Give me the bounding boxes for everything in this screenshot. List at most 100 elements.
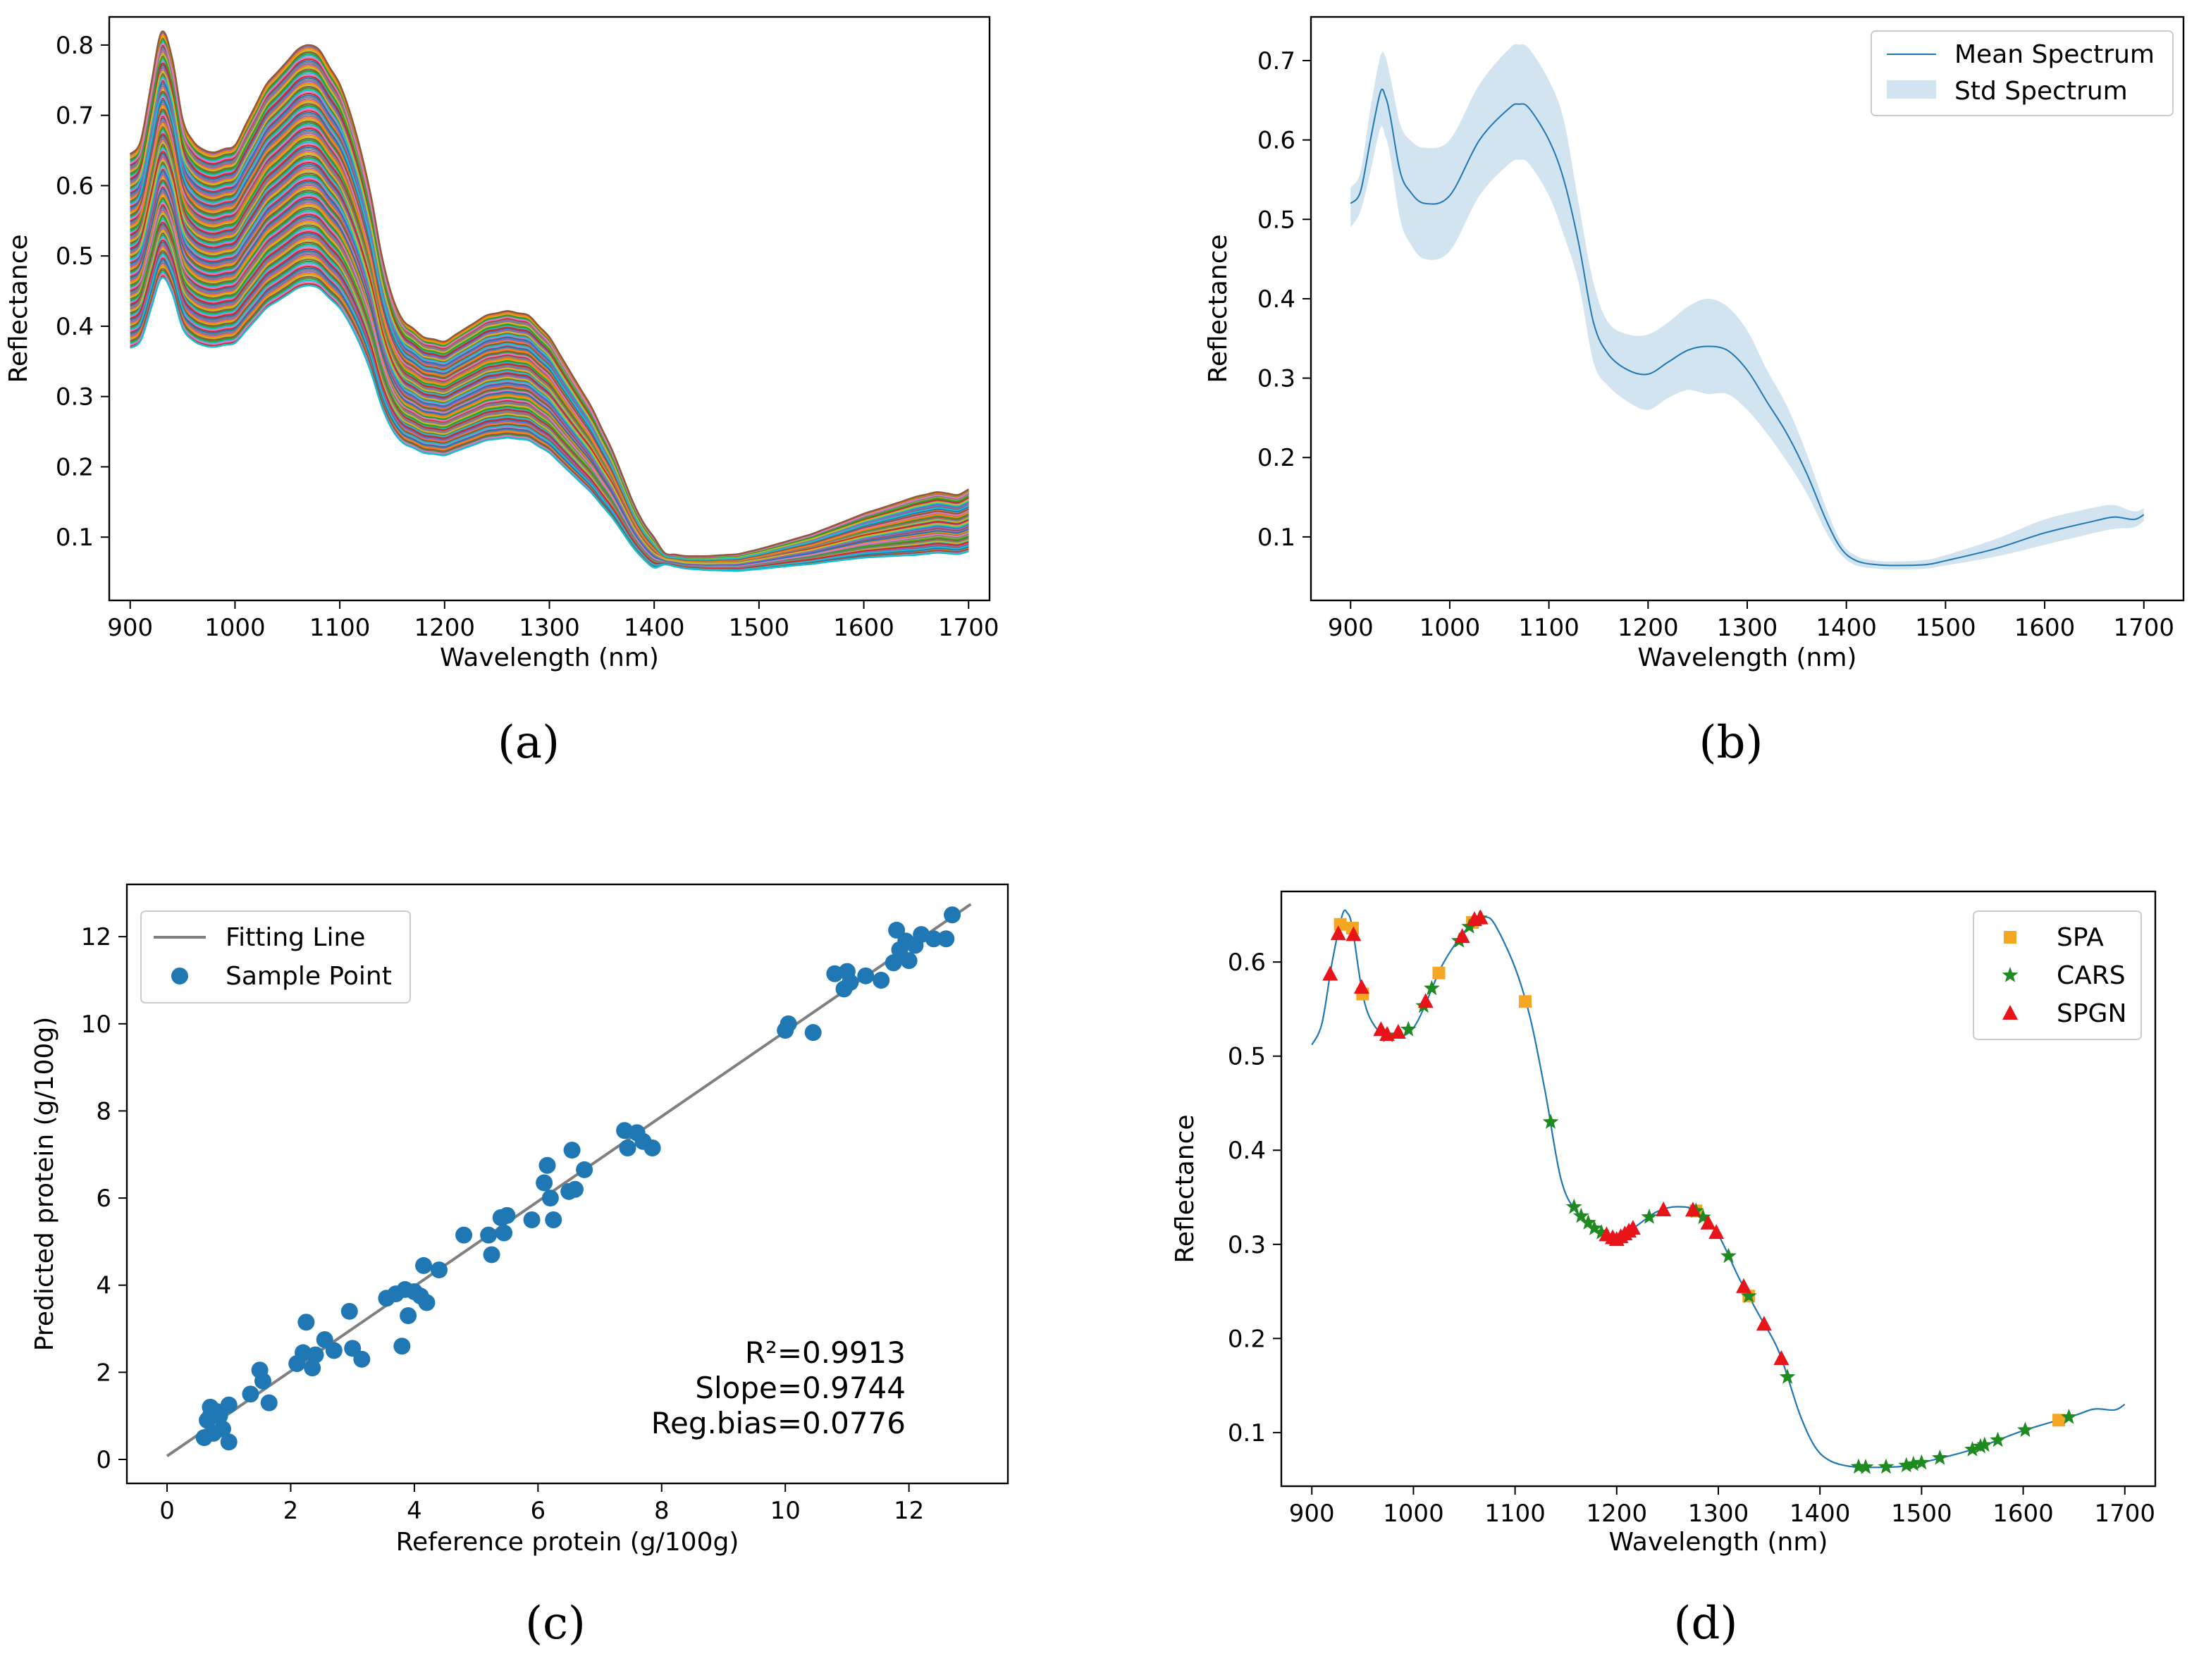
x-tick-label: 8 bbox=[654, 1497, 670, 1525]
y-tick-label: 0 bbox=[96, 1446, 111, 1474]
sample-point bbox=[937, 930, 955, 948]
sample-point bbox=[455, 1226, 473, 1244]
panel-label: (d) bbox=[1674, 1598, 1738, 1650]
legend-swatch bbox=[2004, 931, 2016, 944]
x-tick-label: 1300 bbox=[519, 614, 580, 642]
x-tick-label: 1200 bbox=[414, 614, 476, 642]
sample-point bbox=[220, 1433, 238, 1451]
cars-point bbox=[1914, 1454, 1930, 1470]
y-tick-label: 0.2 bbox=[1228, 1325, 1266, 1353]
sample-point bbox=[202, 1407, 219, 1425]
legend-label: Sample Point bbox=[226, 962, 392, 991]
metric-annotation: R²=0.9913 bbox=[745, 1335, 906, 1370]
sample-point bbox=[925, 930, 942, 948]
spa-point bbox=[1432, 966, 1446, 980]
x-axis-label: Wavelength (nm) bbox=[1609, 1528, 1828, 1557]
metric-annotation: Reg.bias=0.0776 bbox=[651, 1406, 906, 1440]
spgn-point bbox=[1390, 1024, 1406, 1039]
x-tick-label: 1700 bbox=[2113, 614, 2174, 642]
spgn-point bbox=[1684, 1202, 1701, 1217]
spectrum-line bbox=[129, 94, 969, 561]
x-tick-label: 1600 bbox=[833, 614, 894, 642]
sample-point bbox=[220, 1396, 238, 1414]
chart-a: 900 1000 1100 1200 1300 1400 1500 1600 1700 0.1 0.… bbox=[4, 16, 999, 769]
sample-point bbox=[495, 1224, 513, 1242]
legend-band-swatch bbox=[1887, 80, 1936, 99]
sample-point bbox=[400, 1307, 417, 1324]
cars-point bbox=[1857, 1459, 1874, 1474]
sample-point bbox=[566, 1180, 584, 1198]
y-tick-label: 0.5 bbox=[1228, 1043, 1266, 1071]
sample-point bbox=[353, 1350, 371, 1368]
legend-label: SPA bbox=[2057, 923, 2104, 952]
x-tick-label: 1600 bbox=[1992, 1500, 2054, 1528]
std-band bbox=[1350, 44, 2144, 570]
spectrum-line bbox=[129, 109, 969, 562]
spectrum-line bbox=[129, 202, 969, 567]
sample-point bbox=[297, 1314, 315, 1331]
x-tick-label: 900 bbox=[107, 614, 153, 642]
spgn-point bbox=[1756, 1316, 1772, 1331]
y-axis-label: Reflectance bbox=[4, 234, 33, 383]
y-tick-label: 0.2 bbox=[1257, 444, 1295, 472]
y-tick-label: 0.6 bbox=[1257, 127, 1295, 155]
sample-point bbox=[325, 1342, 343, 1359]
y-tick-label: 2 bbox=[96, 1359, 111, 1387]
x-tick-label: 1700 bbox=[2094, 1500, 2155, 1528]
sample-point bbox=[873, 972, 890, 989]
sample-point bbox=[576, 1161, 593, 1178]
spectrum-line bbox=[130, 225, 969, 569]
x-tick-label: 1300 bbox=[1688, 1500, 1749, 1528]
spectrum-line bbox=[129, 174, 969, 565]
y-tick-label: 10 bbox=[81, 1011, 111, 1039]
spectrum-line bbox=[129, 276, 969, 572]
cars-point bbox=[1720, 1247, 1737, 1264]
y-tick-label: 0.5 bbox=[1257, 206, 1295, 234]
x-tick-label: 1100 bbox=[309, 614, 371, 642]
y-tick-label: 0.1 bbox=[56, 524, 94, 552]
cars-point bbox=[2061, 1409, 2077, 1424]
spgn-point bbox=[1417, 993, 1434, 1008]
y-tick-label: 4 bbox=[96, 1272, 111, 1300]
y-tick-label: 0.3 bbox=[1257, 365, 1295, 393]
spgn-point bbox=[1353, 979, 1369, 994]
y-axis-label: Reflectance bbox=[1171, 1114, 1200, 1263]
mean-spectrum-line bbox=[1350, 88, 2145, 567]
y-tick-label: 0.1 bbox=[1228, 1419, 1266, 1447]
x-tick-label: 1400 bbox=[1816, 614, 1877, 642]
cars-point bbox=[1542, 1113, 1559, 1129]
x-tick-label: 1400 bbox=[624, 614, 685, 642]
x-tick-label: 1100 bbox=[1484, 1500, 1546, 1528]
spectrum-line bbox=[129, 216, 969, 568]
cars-point bbox=[1400, 1020, 1417, 1037]
legend-label: Std Spectrum bbox=[1954, 77, 2128, 106]
sample-point bbox=[857, 967, 875, 984]
spgn-point bbox=[1472, 909, 1489, 925]
panel-label: (b) bbox=[1699, 717, 1763, 769]
cars-point bbox=[1580, 1214, 1596, 1230]
spgn-point bbox=[1454, 928, 1470, 944]
y-tick-label: 0.4 bbox=[1257, 285, 1295, 314]
sample-point bbox=[214, 1420, 231, 1438]
y-tick-label: 0.4 bbox=[1228, 1137, 1266, 1165]
spectrum-line bbox=[130, 240, 969, 569]
cars-point bbox=[1964, 1440, 1981, 1457]
x-tick-label: 1600 bbox=[2014, 614, 2076, 642]
x-tick-label: 1100 bbox=[1518, 614, 1579, 642]
y-tick-label: 12 bbox=[81, 923, 111, 951]
sample-point bbox=[254, 1372, 271, 1390]
spectrum-line bbox=[129, 137, 969, 563]
chart-b: 900 1000 1100 1200 1300 1400 1500 1600 1700 0.1 0.… bbox=[1204, 16, 2185, 769]
x-axis-label: Reference protein (g/100g) bbox=[396, 1528, 739, 1557]
cars-point bbox=[1905, 1455, 1922, 1471]
chart-d: 900 1000 1100 1200 1300 1400 1500 1600 1700 0.1 0.… bbox=[1171, 890, 2157, 1650]
spectrum-line bbox=[129, 57, 969, 559]
cars-point bbox=[1990, 1431, 2006, 1447]
y-tick-label: 0.8 bbox=[56, 32, 94, 60]
x-tick-label: 0 bbox=[159, 1497, 175, 1525]
x-tick-label: 900 bbox=[1289, 1500, 1335, 1528]
legend-label: SPGN bbox=[2057, 999, 2126, 1028]
x-tick-label: 4 bbox=[407, 1497, 422, 1525]
x-tick-label: 1000 bbox=[1383, 1500, 1444, 1528]
x-tick-label: 1700 bbox=[938, 614, 999, 642]
